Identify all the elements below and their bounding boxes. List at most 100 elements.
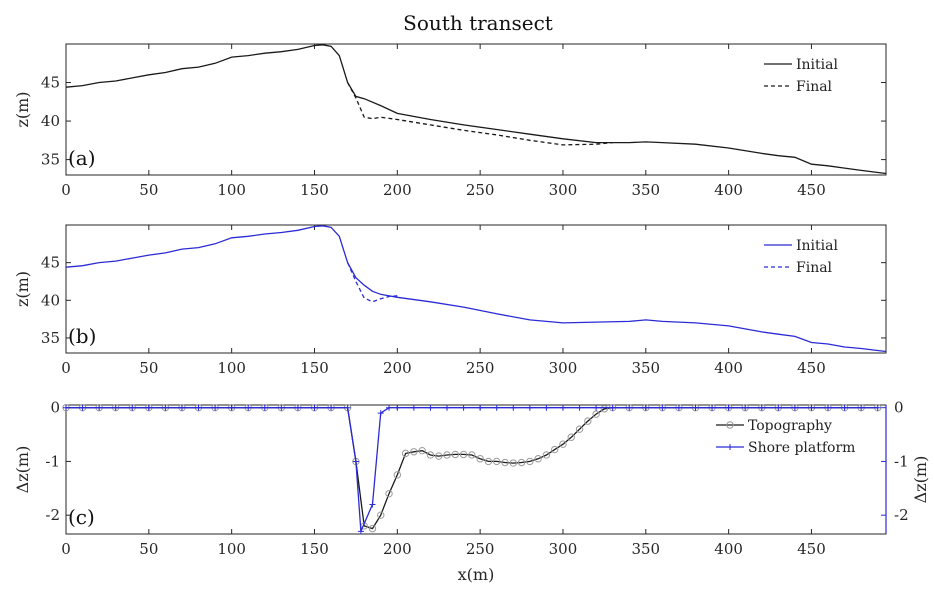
data-point: [534, 455, 542, 463]
y-axis-label: z(m): [13, 271, 32, 307]
data-point: [410, 404, 417, 411]
x-tick-label: 350: [631, 540, 660, 558]
data-point: [791, 404, 798, 411]
data-point: [509, 459, 517, 467]
data-point: [393, 471, 402, 479]
x-tick-label: 150: [300, 181, 329, 199]
y-right-axis-label: Δz(m): [911, 456, 930, 504]
series-line-1: [347, 82, 613, 146]
data-point: [459, 450, 468, 459]
x-tick-label: 400: [714, 181, 743, 199]
legend-label: Shore platform: [748, 440, 855, 456]
x-tick-label: 100: [217, 540, 246, 558]
data-point: [477, 404, 484, 411]
data-point: [129, 404, 136, 411]
data-point: [468, 451, 476, 459]
data-point: [484, 457, 493, 466]
data-point: [410, 448, 418, 456]
data-point: [567, 433, 575, 441]
y-axis-label: z(m): [13, 91, 32, 127]
legend: Initial Final: [764, 238, 838, 276]
y-tick-label: 45: [41, 74, 60, 92]
data-point: [352, 458, 359, 465]
x-tick-label: 250: [466, 181, 495, 199]
x-tick-label: 350: [631, 359, 660, 377]
data-point: [195, 404, 202, 411]
data-point: [261, 404, 268, 411]
data-point: [212, 404, 219, 411]
data-point: [501, 458, 509, 467]
x-tick-label: 450: [797, 181, 826, 199]
legend: Topography Shore platform: [716, 418, 855, 456]
panels: 0 50 100 150 200 250 300 350 400 450354045z(m)(a)…: [13, 43, 930, 584]
legend-marker: [727, 444, 733, 450]
legend-label: Initial: [796, 238, 838, 254]
data-point: [542, 451, 551, 459]
data-point: [96, 404, 103, 411]
data-point: [841, 404, 848, 411]
series-line-1: [347, 262, 398, 303]
data-point: [543, 404, 550, 411]
data-point: [476, 455, 484, 463]
legend-marker: [726, 421, 734, 429]
data-point: [858, 404, 865, 411]
legend-label: Initial: [796, 57, 838, 73]
x-tick-label: 200: [383, 181, 412, 199]
data-point: [593, 404, 600, 411]
x-tick-label: 400: [714, 540, 743, 558]
data-point: [377, 410, 384, 417]
x-tick-label: 450: [797, 540, 826, 558]
data-point: [427, 404, 434, 411]
x-tick-label: 450: [797, 359, 826, 377]
y-right-tick-label: -1: [894, 452, 909, 470]
data-point: [401, 449, 410, 458]
data-point: [435, 452, 443, 460]
data-point: [825, 404, 832, 411]
data-point: [493, 457, 501, 466]
x-tick-label: 250: [466, 540, 495, 558]
data-point: [626, 404, 633, 411]
data-point: [559, 404, 566, 411]
data-point: [609, 404, 616, 411]
data-point: [245, 404, 252, 411]
data-point: [559, 440, 567, 448]
data-point: [526, 457, 534, 466]
y-right-tick-label: 0: [894, 399, 904, 417]
data-point: [63, 404, 69, 411]
data-point: [692, 404, 699, 411]
x-tick-label: 300: [549, 359, 578, 377]
data-point: [725, 404, 732, 411]
data-point: [444, 404, 451, 411]
data-point: [394, 404, 401, 411]
x-tick-label: 0: [61, 359, 71, 377]
legend-label: Final: [796, 260, 833, 276]
panel-0: 0 50 100 150 200 250 300 350 400 450 35 40 45 z(m) (a)…: [13, 43, 887, 199]
x-tick-label: 100: [217, 359, 246, 377]
data-point: [675, 404, 682, 411]
data-point: [584, 417, 592, 425]
data-point: [311, 404, 318, 411]
y-tick-label: 40: [41, 112, 60, 130]
data-point: [775, 404, 782, 411]
data-point: [357, 528, 364, 535]
data-point: [386, 404, 393, 411]
series-line-0: [65, 44, 887, 175]
data-point: [526, 404, 533, 411]
data-point: [642, 404, 649, 411]
data-point: [368, 524, 377, 533]
y-axis-label: Δz(m): [13, 446, 32, 494]
data-point: [294, 404, 301, 411]
data-point: [709, 404, 716, 411]
y-tick-label: 45: [41, 254, 60, 272]
data-point: [79, 404, 86, 411]
panel-tag: (b): [68, 324, 96, 348]
data-point: [369, 501, 376, 508]
data-point: [228, 404, 235, 411]
x-tick-label: 50: [139, 181, 158, 199]
panel-tag: (a): [68, 146, 96, 170]
x-axis-label: x(m): [458, 565, 495, 584]
x-tick-label: 200: [383, 359, 412, 377]
data-point: [550, 445, 559, 454]
data-point: [451, 450, 459, 459]
